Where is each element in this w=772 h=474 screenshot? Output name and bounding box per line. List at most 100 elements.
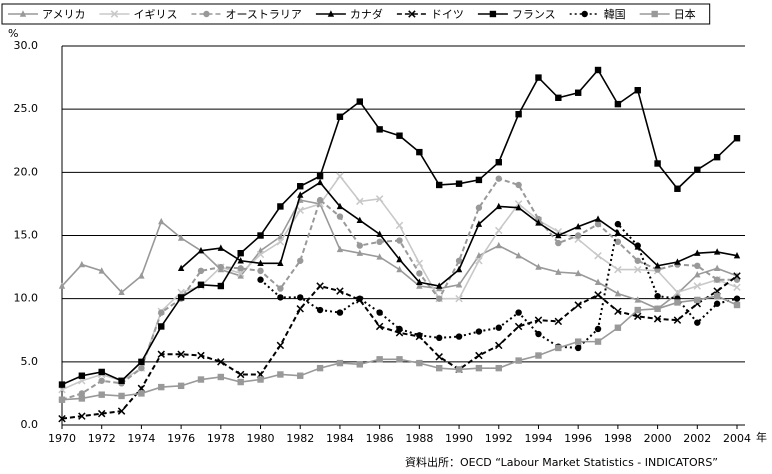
- marker: [78, 412, 86, 420]
- marker: [436, 334, 443, 342]
- y-tick-label: 0.0: [21, 418, 39, 431]
- marker: [535, 263, 542, 270]
- legend-label: カナダ: [350, 7, 383, 21]
- marker: [594, 291, 602, 299]
- marker: [713, 292, 721, 300]
- marker: [138, 272, 145, 279]
- marker: [614, 220, 622, 228]
- marker: [336, 172, 344, 180]
- marker: [574, 269, 582, 277]
- marker: [614, 265, 622, 274]
- x-tick-label: 1998: [604, 432, 632, 445]
- marker: [217, 282, 225, 290]
- x-tick-label: 1976: [167, 432, 195, 445]
- marker: [733, 283, 741, 292]
- marker: [594, 338, 602, 345]
- marker: [396, 237, 403, 244]
- marker: [316, 196, 324, 204]
- series-line: [61, 177, 737, 401]
- marker: [257, 232, 264, 239]
- marker: [654, 305, 661, 312]
- marker: [581, 10, 588, 18]
- marker: [634, 306, 641, 314]
- marker: [713, 264, 721, 272]
- marker: [495, 159, 502, 166]
- marker: [535, 330, 542, 338]
- marker: [118, 392, 125, 400]
- marker: [78, 260, 86, 268]
- marker: [58, 282, 66, 289]
- marker: [436, 181, 443, 189]
- marker: [177, 294, 185, 301]
- marker: [117, 407, 126, 415]
- marker: [713, 248, 721, 255]
- marker: [297, 183, 304, 190]
- marker: [356, 98, 363, 105]
- marker: [614, 100, 622, 108]
- marker: [19, 10, 27, 17]
- marker: [733, 252, 741, 259]
- marker: [574, 89, 582, 96]
- marker: [416, 148, 423, 156]
- marker: [336, 287, 344, 295]
- marker: [375, 195, 384, 203]
- marker: [475, 176, 483, 184]
- marker: [674, 299, 681, 306]
- marker: [118, 288, 125, 296]
- marker: [614, 307, 622, 316]
- marker: [217, 263, 225, 271]
- marker: [614, 324, 622, 331]
- marker: [574, 301, 582, 309]
- marker: [257, 259, 264, 266]
- marker: [197, 246, 205, 254]
- marker: [713, 153, 721, 161]
- marker: [534, 316, 543, 324]
- marker: [475, 252, 483, 259]
- marker: [455, 180, 463, 187]
- marker: [236, 370, 245, 379]
- marker: [415, 259, 424, 268]
- marker: [237, 257, 244, 264]
- series-line: [61, 199, 738, 310]
- y-tick-label: 25.0: [14, 102, 39, 115]
- y-tick-label: 5.0: [21, 355, 39, 368]
- marker: [416, 282, 423, 289]
- marker: [515, 181, 522, 189]
- marker: [177, 264, 185, 272]
- marker: [277, 294, 284, 301]
- marker: [356, 197, 364, 206]
- marker: [256, 250, 265, 259]
- marker: [733, 272, 741, 280]
- marker: [694, 319, 701, 326]
- marker: [356, 249, 363, 256]
- marker: [277, 203, 284, 210]
- marker: [515, 309, 522, 316]
- marker: [110, 10, 119, 18]
- marker: [376, 356, 383, 363]
- marker: [694, 296, 701, 304]
- marker: [376, 253, 383, 260]
- marker: [396, 132, 403, 139]
- legend-label: 韓国: [604, 8, 626, 21]
- marker: [574, 338, 582, 345]
- marker: [336, 359, 344, 367]
- x-tick-label: 1972: [88, 432, 116, 445]
- marker: [535, 219, 542, 226]
- marker: [713, 276, 721, 283]
- marker: [673, 288, 682, 297]
- marker: [157, 350, 165, 358]
- legend-label: アメリカ: [42, 8, 85, 21]
- marker: [97, 409, 106, 418]
- marker: [177, 382, 185, 390]
- marker: [535, 74, 542, 81]
- x-tick-label: 2000: [644, 432, 672, 445]
- y-tick-label: 10.0: [14, 292, 39, 305]
- x-tick-label: 1990: [445, 432, 473, 445]
- marker: [217, 358, 225, 366]
- marker: [395, 221, 404, 230]
- x-tick-label: 1970: [48, 432, 76, 445]
- marker: [554, 317, 563, 326]
- marker: [455, 294, 463, 303]
- legend-label: イギリス: [133, 8, 177, 21]
